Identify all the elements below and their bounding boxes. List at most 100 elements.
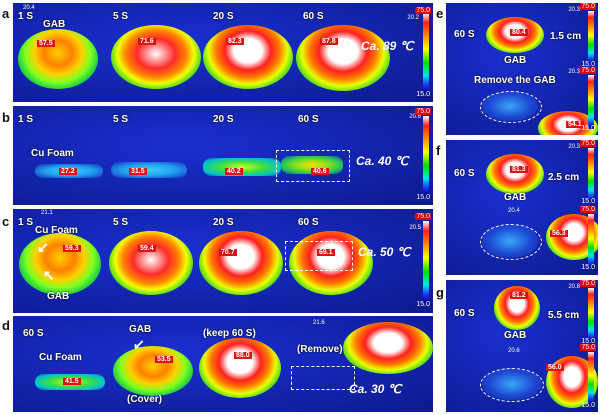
panel-label-g: g (436, 285, 444, 300)
arrow-icon: ↙ (37, 239, 49, 255)
panel-label-b: b (2, 110, 10, 125)
colorbar-min: 15.0 (581, 125, 595, 132)
temp-readout: 20.5 (409, 225, 421, 231)
colorbar-min: 15.0 (581, 338, 595, 345)
approx-temp: Ca. 30 ℃ (349, 382, 402, 396)
thermal-gab (111, 25, 201, 89)
object-label-cu-foam: Cu Foam (31, 148, 74, 159)
panel-c: 21.1 1 S 5 S 20 S 60 S Cu Foam 59.3 59.4… (13, 209, 433, 313)
temp-tag: 71.6 (138, 38, 156, 45)
object-label-gab: GAB (47, 291, 70, 302)
colorbar (588, 11, 594, 65)
time-label: 20 S (213, 11, 234, 22)
approx-temp: Ca. 89 ℃ (361, 39, 414, 53)
time-label: 60 S (303, 11, 324, 22)
thermal-gab (203, 25, 293, 89)
colorbar (588, 288, 594, 342)
thermal-gab (343, 322, 433, 374)
approx-temp: Ca. 50 ℃ (358, 245, 411, 259)
temp-readout: 20.3 (568, 69, 580, 75)
temp-tag: 40.6 (311, 168, 329, 175)
time-label: 60 S (454, 29, 475, 40)
remove-label: Remove the GAB (474, 75, 556, 86)
panel-b: 1 S 5 S 20 S 60 S Cu Foam 27.2 31.5 40.2… (13, 106, 433, 205)
colorbar-max: 75.0 (415, 108, 431, 115)
temp-tag: 54.1 (566, 121, 584, 128)
colorbar-max: 75.0 (580, 3, 596, 10)
thermal-gab (19, 233, 101, 295)
temp-tag: 53.5 (155, 356, 173, 363)
colorbar (423, 221, 429, 303)
arrow-icon: ↖ (43, 267, 55, 283)
thermal-gab (109, 231, 193, 295)
highlight-box (285, 241, 353, 271)
colorbar-max: 75.0 (580, 280, 596, 287)
colorbar-max: 75.0 (415, 7, 431, 14)
object-label-gab: GAB (504, 330, 527, 341)
temp-readout: 20.4 (508, 208, 520, 214)
highlight-box (291, 366, 355, 390)
time-label: 60 S (454, 168, 475, 179)
highlight-ellipse (480, 91, 542, 123)
thermal-gab (296, 25, 390, 91)
time-label: 5 S (113, 217, 129, 228)
thermal-foam (203, 158, 281, 176)
temp-tag: 57.5 (37, 40, 55, 47)
temp-tag: 40.2 (225, 168, 243, 175)
colorbar-min: 15.0 (416, 301, 430, 308)
distance-label: 5.5 cm (548, 310, 580, 321)
temp-tag: 82.3 (226, 38, 244, 45)
panel-g: 60 S 81.2 5.5 cm GAB 20.8 20.6 56.0 75.0… (446, 280, 598, 412)
colorbar-min: 15.0 (581, 264, 595, 271)
temp-tag: 87.8 (320, 38, 338, 45)
object-label-gab: GAB (43, 19, 66, 30)
colorbar-min: 15.0 (581, 402, 595, 409)
thermal-gab (199, 231, 283, 295)
temp-tag: 80.4 (510, 29, 528, 36)
object-label-gab: GAB (129, 324, 152, 335)
temp-readout: 20.6 (409, 114, 421, 120)
panel-f: 60 S 81.3 2.5 cm GAB 20.3 20.4 56.3 75.0… (446, 140, 598, 275)
colorbar (588, 148, 594, 202)
panel-label-f: f (436, 143, 441, 158)
colorbar-max: 75.0 (580, 67, 596, 74)
temp-readout: 20.3 (568, 144, 580, 150)
temp-tag: 56.3 (550, 230, 568, 237)
colorbar-min: 15.0 (581, 61, 595, 68)
time-label: 1 S (18, 114, 34, 125)
time-label: 5 S (113, 114, 129, 125)
panel-label-e: e (436, 6, 444, 21)
temp-readout: 20.4 (23, 5, 35, 11)
panel-label-a: a (2, 6, 10, 21)
object-label-cu-foam: Cu Foam (35, 225, 78, 236)
time-label: 60 S (298, 217, 319, 228)
thermal-gab (199, 338, 281, 398)
time-label: 60 S (298, 114, 319, 125)
temp-tag: 27.2 (59, 168, 77, 175)
remove-label: (Remove) (297, 344, 343, 355)
object-label-cu-foam: Cu Foam (39, 352, 82, 363)
panel-label-d: d (2, 318, 10, 333)
colorbar-max: 75.0 (580, 140, 596, 147)
thermal-gab (113, 346, 193, 396)
temp-tag: 81.2 (510, 292, 528, 299)
colorbar-max: 75.0 (580, 206, 596, 213)
temp-readout: 20.8 (568, 284, 580, 290)
temp-readout: 20.6 (508, 348, 520, 354)
temp-tag: 70.7 (219, 249, 237, 256)
time-label: 5 S (113, 11, 129, 22)
thermal-gab (486, 154, 544, 194)
object-label-gab: GAB (504, 55, 527, 66)
thermal-gab (18, 29, 98, 89)
temp-readout: 20.2 (407, 15, 419, 21)
distance-label: 1.5 cm (550, 31, 582, 42)
cover-label: (Cover) (127, 394, 163, 405)
temp-tag: 59.3 (63, 245, 81, 252)
time-label: 60 S (23, 328, 44, 339)
panel-d: 60 S Cu Foam 41.5 GAB ↙ 53.5 (Cover) (ke… (13, 316, 433, 412)
distance-label: 2.5 cm (548, 172, 580, 183)
time-label: 20 S (213, 114, 234, 125)
panel-label-c: c (2, 214, 10, 229)
panel-e: 60 S 80.4 1.5 cm GAB 20.3 20.3 Remove th… (446, 3, 598, 135)
colorbar (423, 13, 429, 93)
